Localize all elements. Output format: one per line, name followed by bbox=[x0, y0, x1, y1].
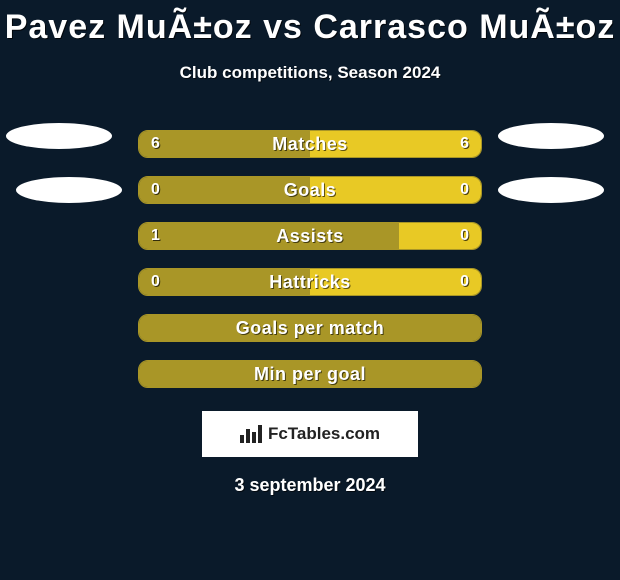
stat-row: 00Hattricks bbox=[0, 259, 620, 305]
stat-label: Goals per match bbox=[139, 315, 481, 341]
player-photo-placeholder bbox=[498, 123, 604, 149]
page-title: Pavez MuÃ±oz vs Carrasco MuÃ±oz bbox=[0, 0, 620, 47]
stat-label: Goals bbox=[139, 177, 481, 203]
stat-bar: 00Goals bbox=[138, 176, 482, 204]
stat-row: Goals per match bbox=[0, 305, 620, 351]
stat-bar: 00Hattricks bbox=[138, 268, 482, 296]
date-text: 3 september 2024 bbox=[0, 475, 620, 496]
bars-icon bbox=[240, 425, 262, 443]
stat-label: Matches bbox=[139, 131, 481, 157]
player-photo-placeholder bbox=[498, 177, 604, 203]
brand-text: FcTables.com bbox=[268, 424, 380, 444]
stat-label: Hattricks bbox=[139, 269, 481, 295]
brand-badge: FcTables.com bbox=[202, 411, 418, 457]
page-subtitle: Club competitions, Season 2024 bbox=[0, 63, 620, 83]
stat-row: Min per goal bbox=[0, 351, 620, 397]
player-photo-placeholder bbox=[16, 177, 122, 203]
stat-label: Min per goal bbox=[139, 361, 481, 387]
stat-bar: 10Assists bbox=[138, 222, 482, 250]
stat-bar: Min per goal bbox=[138, 360, 482, 388]
stat-row: 10Assists bbox=[0, 213, 620, 259]
stats-container: 66Matches 00Goals 10Assists 00Hattricks Goal… bbox=[0, 121, 620, 397]
stat-bar: 66Matches bbox=[138, 130, 482, 158]
stat-bar: Goals per match bbox=[138, 314, 482, 342]
player-photo-placeholder bbox=[6, 123, 112, 149]
stat-label: Assists bbox=[139, 223, 481, 249]
